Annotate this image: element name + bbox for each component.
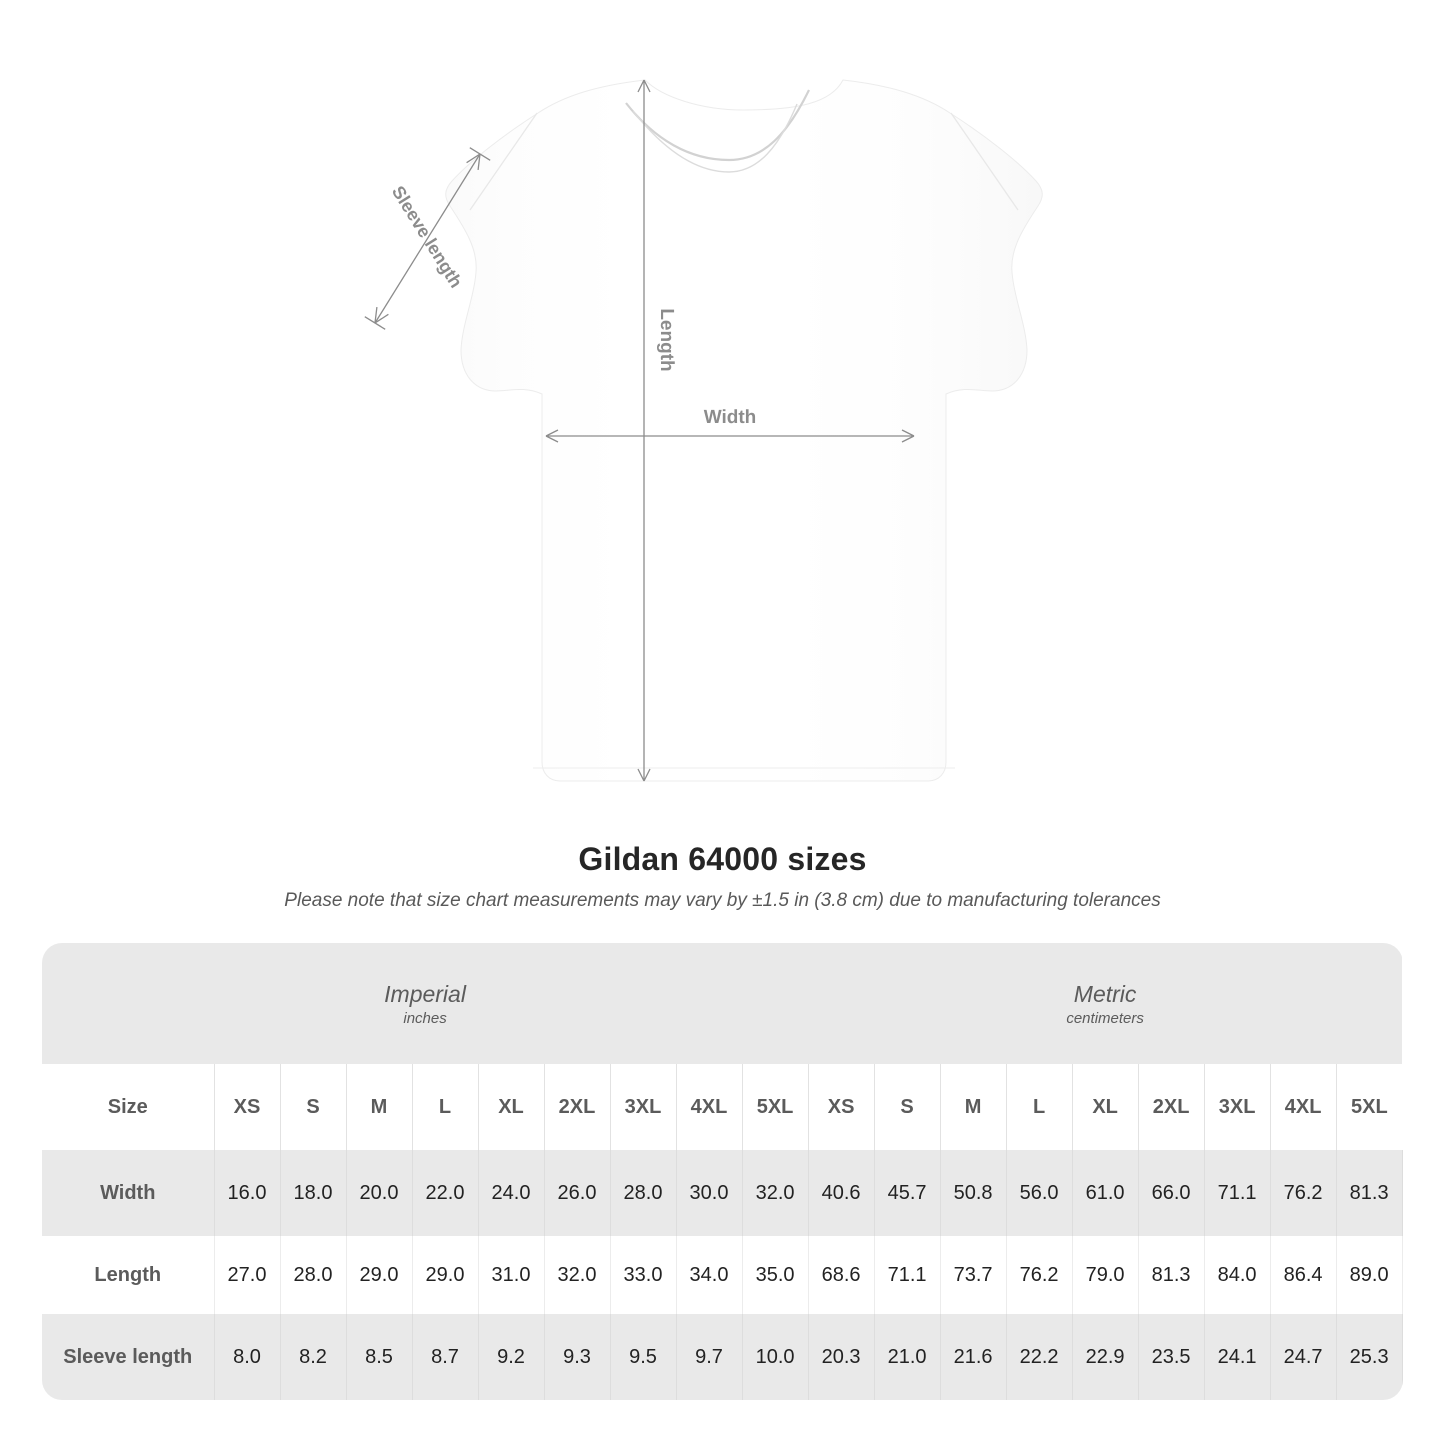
- svg-text:Width: Width: [704, 407, 757, 428]
- svg-text:Length: Length: [656, 308, 677, 371]
